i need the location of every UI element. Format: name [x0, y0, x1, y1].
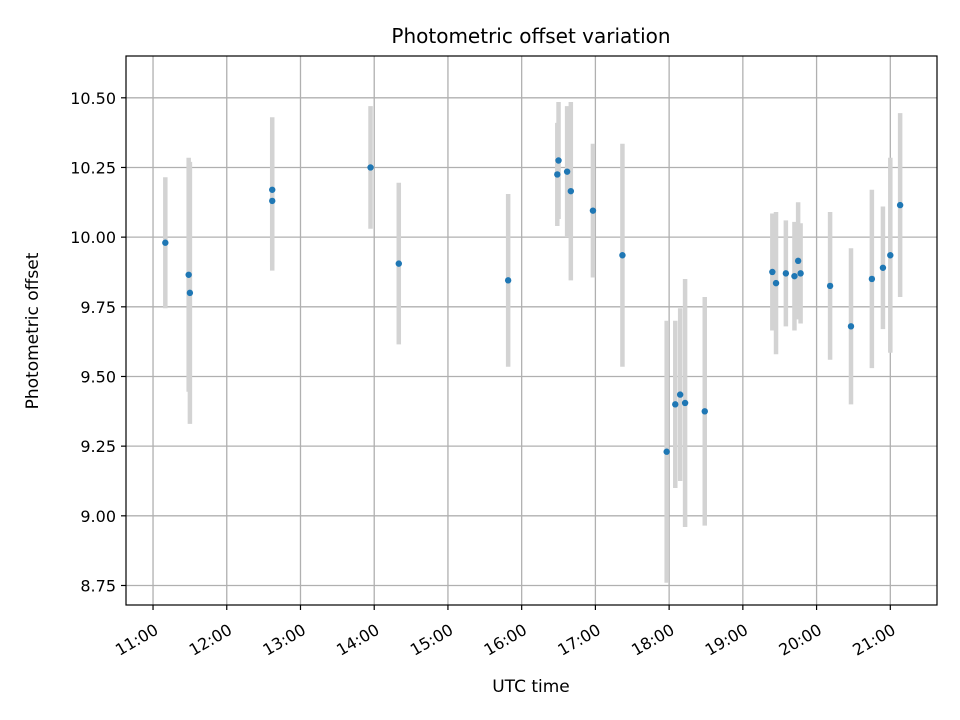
data-point: [772, 279, 780, 287]
data-point: [555, 157, 562, 164]
y-axis-ticks: 8.75 9.00 9.25 9.50 9.75 10.00 10.25 10.50: [70, 89, 126, 595]
chart-title: Photometric offset variation: [391, 24, 670, 48]
data-point: [676, 391, 684, 398]
data-point: [672, 401, 679, 408]
x-tick-label: 16:00: [481, 620, 530, 660]
data-point: [826, 282, 834, 290]
x-tick-label: 17:00: [554, 620, 603, 660]
data-point: [554, 171, 561, 178]
data-point: [186, 289, 194, 297]
data-point: [797, 270, 804, 277]
data-point: [367, 164, 374, 171]
y-tick-label: 10.25: [70, 158, 116, 177]
data-point: [619, 252, 626, 259]
data-point: [868, 275, 876, 283]
data-point: [269, 197, 276, 205]
x-tick-label: 11:00: [112, 620, 161, 660]
data-point: [589, 207, 597, 214]
x-tick-label: 14:00: [333, 620, 382, 660]
data-point: [879, 264, 887, 271]
data-point: [896, 201, 904, 209]
y-tick-label: 9.75: [80, 298, 116, 317]
error-bars: [163, 101, 903, 583]
data-point: [847, 323, 855, 330]
data-point: [663, 448, 670, 455]
x-tick-label: 19:00: [702, 620, 751, 660]
y-tick-label: 8.75: [80, 576, 116, 595]
x-tick-label: 12:00: [186, 620, 235, 660]
y-tick-label: 10.50: [70, 89, 116, 108]
data-point: [395, 260, 402, 267]
plot-frame: [125, 55, 938, 606]
data-point: [563, 168, 571, 175]
grid-lines: [126, 56, 937, 605]
x-axis-ticks: 11:00 12:00 13:00 14:00 15:00 16:00 17:00 18:00…: [112, 605, 899, 660]
y-tick-label: 9.00: [80, 507, 116, 526]
data-point: [681, 399, 689, 407]
data-point: [504, 277, 512, 284]
y-tick-label: 10.00: [70, 228, 116, 247]
data-point: [769, 268, 776, 276]
x-axis-title: UTC time: [492, 677, 570, 697]
y-tick-label: 9.25: [80, 437, 116, 456]
x-tick-label: 21:00: [849, 620, 898, 660]
data-point: [567, 187, 575, 195]
x-tick-label: 15:00: [407, 620, 456, 660]
data-point: [791, 272, 798, 280]
data-points: [162, 157, 904, 455]
data-point: [887, 252, 894, 259]
data-point: [701, 408, 708, 415]
y-axis-title: Photometric offset: [23, 252, 43, 409]
y-tick-label: 9.50: [80, 367, 116, 386]
data-point: [162, 239, 169, 246]
x-tick-label: 20:00: [776, 620, 825, 660]
x-tick-label: 18:00: [628, 620, 677, 660]
data-point: [794, 257, 802, 265]
data-point: [185, 271, 192, 278]
x-tick-label: 13:00: [259, 620, 308, 660]
data-point: [782, 270, 790, 277]
data-point: [269, 186, 276, 193]
